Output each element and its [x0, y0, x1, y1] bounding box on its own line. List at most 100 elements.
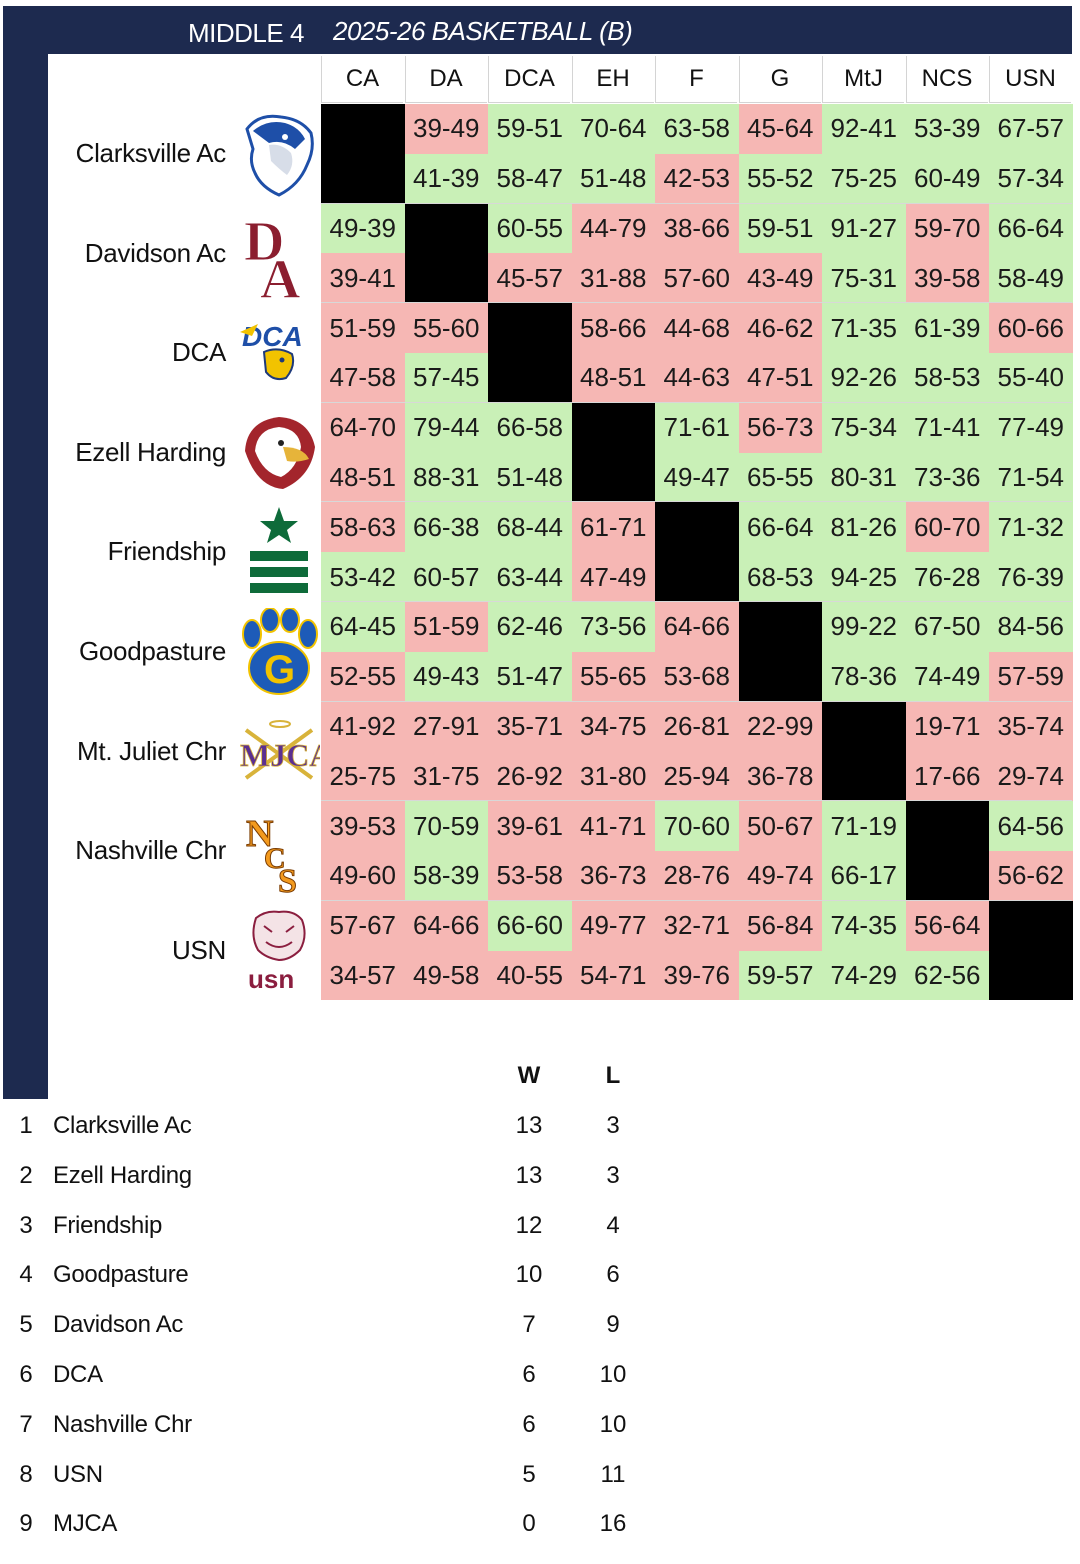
- score-cell: 56-73: [738, 402, 822, 453]
- score-cell: 92-26: [822, 353, 906, 403]
- cougar-logo-icon: [238, 104, 320, 203]
- score-cell: 75-31: [822, 253, 906, 304]
- svg-text:usn: usn: [248, 964, 294, 992]
- score-cell: 53-68: [655, 651, 739, 702]
- score-cell: 70-59: [404, 801, 488, 851]
- standings-wins: 12: [515, 1211, 543, 1239]
- standings-wins: 7: [522, 1311, 536, 1339]
- score-cell: 77-49: [989, 402, 1073, 453]
- score-cell: 51-47: [488, 651, 572, 702]
- score-cell: 47-51: [738, 353, 822, 403]
- column-header-mtj: MtJ: [822, 56, 904, 103]
- score-cell: 63-58: [655, 104, 739, 154]
- score-cell: 47-58: [321, 353, 405, 403]
- standings-rank: 5: [19, 1311, 33, 1339]
- standings-wins: 6: [522, 1361, 536, 1388]
- score-cell: 28-76: [655, 851, 739, 901]
- score-cell: 61-39: [905, 303, 989, 353]
- standings-wins: 0: [522, 1510, 536, 1538]
- score-cell: 51-59: [404, 602, 488, 652]
- score-cell: 25-75: [321, 751, 405, 802]
- score-cell: 57-67: [321, 900, 405, 951]
- standings-row: 1 Clarksville Ac 13 3: [0, 1112, 1080, 1152]
- score-cell: 43-49: [738, 253, 822, 304]
- score-cell: 48-51: [321, 452, 405, 503]
- standings-rank: 9: [19, 1510, 33, 1538]
- standings-rank: 2: [19, 1161, 33, 1189]
- score-cell: 45-64: [738, 104, 822, 154]
- standings-row: 9 MJCA 0 16: [0, 1510, 1080, 1550]
- score-cell: 41-71: [571, 801, 655, 851]
- eagle-head-logo-icon: [238, 403, 320, 502]
- svg-text:MJCA: MJCA: [240, 737, 320, 773]
- score-cell: 39-49: [404, 104, 488, 154]
- score-cell: 61-71: [571, 502, 655, 553]
- score-cell: 29-74: [989, 751, 1073, 802]
- score-cell: 76-28: [905, 552, 989, 602]
- season-title: 2025-26 BASKETBALL (B): [333, 16, 633, 46]
- score-cell: 59-57: [738, 950, 822, 1001]
- score-cell: 41-39: [404, 153, 488, 204]
- side-accent-bar: [3, 54, 48, 1099]
- row-divider: [321, 601, 1072, 602]
- score-cell: 51-48: [571, 153, 655, 204]
- score-cell: 34-57: [321, 950, 405, 1001]
- score-cell: 49-43: [404, 651, 488, 702]
- standings-losses: 10: [599, 1410, 627, 1438]
- score-cell: 68-44: [488, 502, 572, 553]
- team-name: Goodpasture: [78, 636, 226, 666]
- score-cell: 56-84: [738, 900, 822, 951]
- column-header-ncs: NCS: [905, 56, 988, 103]
- score-cell: 70-60: [655, 801, 739, 851]
- standings-team: Davidson Ac: [53, 1311, 184, 1339]
- score-cell: 66-17: [822, 851, 906, 901]
- standings-losses: 4: [606, 1211, 620, 1239]
- score-cell: 66-38: [404, 502, 488, 553]
- row-divider: [321, 899, 1072, 901]
- score-cell: 59-51: [488, 104, 572, 154]
- standings-losses: 11: [600, 1460, 626, 1488]
- standings-row: 7 Nashville Chr 6 10: [0, 1411, 1080, 1451]
- score-cell: 62-56: [905, 950, 989, 1001]
- score-cell: 94-25: [822, 552, 906, 602]
- score-cell: 67-57: [989, 104, 1073, 154]
- row-divider: [321, 202, 1072, 204]
- standings-team: Clarksville Ac: [53, 1112, 192, 1139]
- standings-wins: 6: [522, 1410, 536, 1438]
- score-cell: 71-41: [905, 402, 989, 453]
- score-cell: 17-66: [905, 751, 989, 802]
- self-matchup-cell: [488, 303, 572, 403]
- score-cell: 57-60: [655, 253, 739, 304]
- team-name: Davidson Ac: [84, 237, 227, 268]
- score-cell: 42-53: [655, 153, 739, 204]
- standings-w-header: W: [517, 1062, 541, 1089]
- score-cell: 48-51: [571, 353, 655, 403]
- score-cell: 70-64: [571, 104, 655, 154]
- column-header-f: F: [655, 56, 737, 103]
- svg-text:G: G: [264, 648, 295, 692]
- standings-losses: 10: [599, 1361, 627, 1388]
- column-header-da: DA: [404, 56, 487, 103]
- score-cell: 78-36: [822, 651, 906, 702]
- standings-team: Goodpasture: [53, 1261, 189, 1289]
- team-name: Ezell Harding: [75, 436, 226, 467]
- score-cell: 76-39: [989, 552, 1073, 602]
- score-cell: 64-66: [655, 602, 739, 652]
- score-cell: 74-49: [905, 651, 989, 702]
- score-cell: 57-59: [989, 651, 1073, 702]
- score-cell: 58-53: [905, 353, 989, 403]
- score-cell: 60-55: [488, 203, 572, 254]
- standings-losses: 3: [606, 1112, 620, 1139]
- score-cell: 47-49: [571, 552, 655, 602]
- score-cell: 39-61: [488, 801, 572, 851]
- score-cell: 64-66: [404, 900, 488, 951]
- standings-losses: 3: [606, 1161, 620, 1189]
- score-cell: 73-56: [571, 602, 655, 652]
- score-cell: 49-58: [404, 950, 488, 1001]
- score-cell: 74-35: [822, 900, 906, 951]
- score-cell: 81-26: [822, 502, 906, 553]
- score-cell: 36-78: [738, 751, 822, 802]
- score-cell: 74-29: [822, 950, 906, 1001]
- score-cell: 34-75: [571, 701, 655, 752]
- column-header-usn: USN: [989, 56, 1071, 103]
